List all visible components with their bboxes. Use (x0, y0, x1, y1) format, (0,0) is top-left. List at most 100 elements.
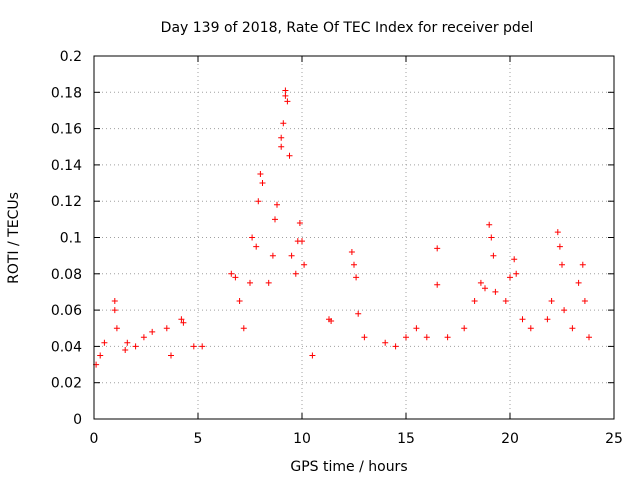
y-tick-label: 0.08 (51, 267, 82, 283)
data-point (132, 343, 139, 350)
data-point (278, 143, 285, 150)
y-axis-label: ROTI / TECUs (6, 192, 22, 284)
data-point (423, 334, 430, 341)
data-point (140, 334, 147, 341)
data-point (296, 220, 303, 226)
chart-title: Day 139 of 2018, Rate Of TEC Index for r… (161, 20, 534, 36)
x-tick-label: 20 (501, 431, 519, 447)
grid-lines (94, 56, 614, 419)
data-point (124, 339, 131, 346)
data-point (353, 274, 360, 281)
data-point (265, 279, 272, 286)
data-point (178, 316, 185, 323)
data-point (286, 152, 293, 159)
data-point (482, 285, 488, 292)
data-point (544, 316, 551, 323)
data-point (586, 334, 592, 341)
data-point (240, 325, 247, 332)
axis-ticks (93, 55, 615, 420)
data-point (97, 352, 104, 359)
y-tick-label: 0.12 (51, 194, 82, 210)
data-point (168, 352, 174, 359)
data-point (301, 261, 308, 268)
data-point (236, 298, 243, 304)
data-point (513, 270, 520, 277)
data-point (255, 198, 262, 205)
y-tick-label: 0.16 (51, 122, 82, 138)
data-point (253, 243, 260, 250)
y-tick-label: 0.02 (51, 376, 82, 392)
data-point (111, 298, 118, 304)
data-point (190, 343, 197, 350)
data-point (511, 256, 518, 263)
x-axis-label: GPS time / hours (290, 459, 407, 475)
data-point (527, 325, 534, 332)
data-point (361, 334, 368, 341)
data-point (348, 249, 355, 255)
data-point (488, 234, 495, 241)
y-tick-label: 0.06 (51, 303, 82, 319)
tick-labels: 0 0.02 0.04 0.06 0.08 0.1 0.12 0.14 0.16 0.18 0.2 0… (51, 49, 623, 447)
y-tick-label: 0.1 (60, 231, 82, 247)
data-point (122, 347, 129, 353)
data-point (561, 307, 568, 314)
x-tick-label: 0 (90, 431, 99, 447)
x-tick-label: 25 (605, 431, 623, 447)
data-point (101, 339, 108, 346)
data-point (492, 288, 499, 295)
data-point (199, 343, 206, 350)
data-point (554, 229, 561, 236)
data-point (581, 298, 588, 304)
data-point (113, 325, 120, 332)
data-point (272, 216, 278, 223)
data-point (111, 307, 118, 314)
data-point (569, 325, 576, 332)
data-markers (93, 87, 592, 368)
data-point (288, 252, 295, 259)
data-point (299, 238, 305, 245)
data-point (575, 279, 582, 286)
data-point (579, 261, 586, 268)
data-point (519, 316, 526, 323)
data-point (477, 279, 484, 286)
data-point (413, 325, 420, 332)
data-point (328, 318, 335, 324)
data-point (282, 87, 289, 94)
data-point (434, 245, 441, 252)
data-point (309, 352, 316, 359)
data-point (382, 339, 389, 346)
data-point (292, 270, 299, 277)
data-point (257, 171, 264, 177)
data-point (278, 134, 285, 141)
data-point (461, 325, 468, 332)
y-tick-label: 0.2 (60, 49, 82, 65)
data-point (507, 274, 513, 281)
y-tick-label: 0 (73, 412, 82, 428)
data-point (490, 252, 497, 259)
data-point (502, 298, 509, 304)
data-point (249, 234, 256, 241)
y-tick-label: 0.14 (51, 158, 82, 174)
data-point (351, 261, 357, 268)
data-point (559, 261, 565, 268)
data-point (269, 252, 276, 259)
data-point (282, 92, 289, 99)
data-point (247, 279, 253, 286)
data-point (274, 201, 280, 208)
data-point (548, 298, 555, 304)
data-point (259, 180, 266, 186)
data-point (228, 270, 235, 277)
data-point (444, 334, 451, 341)
data-point (149, 328, 156, 335)
x-tick-label: 10 (293, 431, 311, 447)
data-point (232, 274, 239, 281)
data-point (355, 310, 362, 317)
data-point (180, 319, 187, 326)
x-tick-label: 5 (194, 431, 203, 447)
data-point (392, 343, 399, 350)
data-point (434, 281, 441, 288)
data-point (163, 325, 170, 332)
y-tick-label: 0.18 (51, 85, 82, 101)
data-point (471, 298, 478, 304)
